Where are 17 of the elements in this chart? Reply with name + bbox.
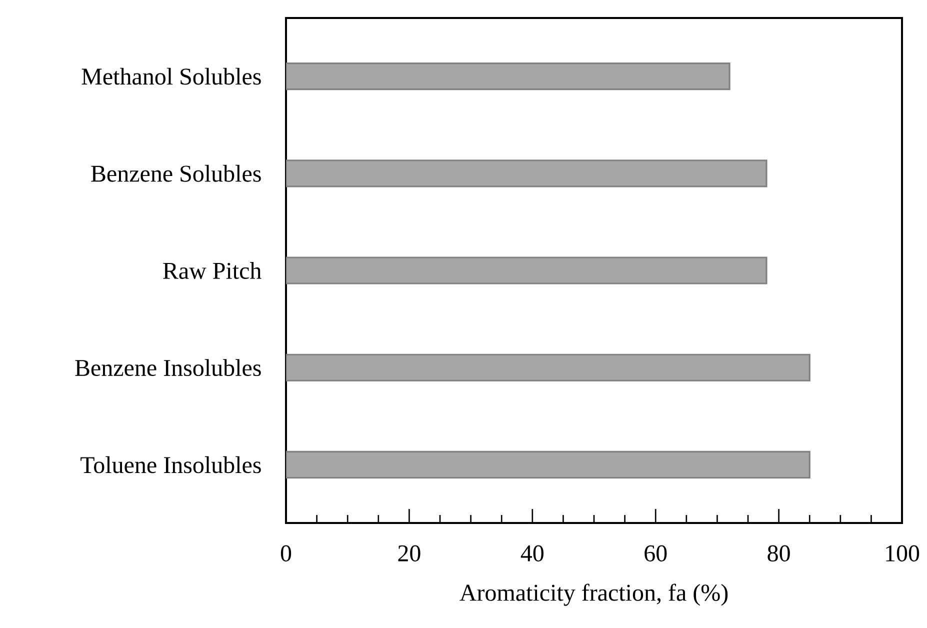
- y-tick-label: Methanol Solubles: [82, 68, 261, 85]
- bar: [286, 450, 810, 479]
- bar: [286, 256, 768, 284]
- x-tick-label: 0: [280, 545, 292, 562]
- bar: [286, 354, 810, 382]
- x-tick-label: 20: [398, 545, 420, 562]
- y-tick-label: Raw Pitch: [163, 262, 262, 279]
- x-tick-label: 100: [886, 545, 920, 562]
- x-axis-title: Aromaticity fraction, fa (%): [460, 584, 728, 606]
- x-tick-label: 80: [768, 545, 790, 562]
- bar: [286, 160, 768, 188]
- y-tick-label: Benzene Insolubles: [75, 359, 261, 376]
- x-tick-label: 60: [644, 545, 667, 562]
- y-tick-label: Benzene Solubles: [91, 164, 261, 182]
- y-tick-label: Toluene Insolubles: [80, 456, 261, 474]
- x-tick-label: 40: [520, 545, 544, 562]
- bar: [286, 62, 730, 90]
